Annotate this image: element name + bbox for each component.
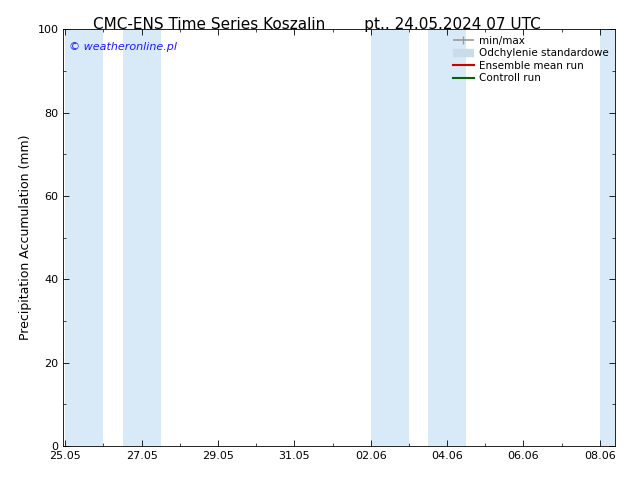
Bar: [65, 29, 103, 446]
Bar: [371, 29, 409, 446]
Legend: min/max, Odchylenie standardowe, Ensemble mean run, Controll run: min/max, Odchylenie standardowe, Ensembl…: [450, 32, 612, 87]
Bar: [600, 29, 615, 446]
Bar: [428, 29, 466, 446]
Text: CMC-ENS Time Series Koszalin        pt.. 24.05.2024 07 UTC: CMC-ENS Time Series Koszalin pt.. 24.05.…: [93, 17, 541, 32]
Bar: [122, 29, 161, 446]
Y-axis label: Precipitation Accumulation (mm): Precipitation Accumulation (mm): [19, 135, 32, 341]
Text: © weatheronline.pl: © weatheronline.pl: [69, 42, 177, 52]
